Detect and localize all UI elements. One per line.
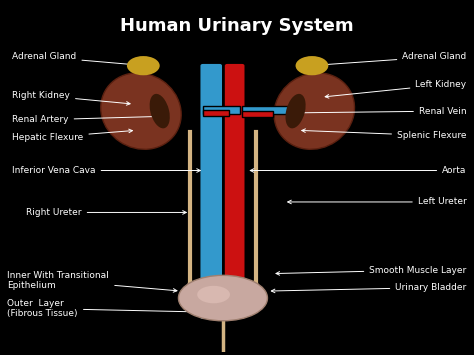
Ellipse shape [274,73,355,149]
FancyBboxPatch shape [201,64,222,319]
FancyBboxPatch shape [203,110,228,116]
Text: Adrenal Gland: Adrenal Gland [12,53,142,67]
FancyBboxPatch shape [225,64,245,319]
Text: Aorta: Aorta [250,166,466,175]
Text: Hepatic Flexure: Hepatic Flexure [12,129,132,142]
Text: Right Ureter: Right Ureter [26,208,186,217]
Text: Inferior Vena Cava: Inferior Vena Cava [12,166,201,175]
Text: Left Kidney: Left Kidney [325,80,466,98]
Ellipse shape [178,275,267,321]
Ellipse shape [101,73,181,149]
Text: Outer  Layer
(Fibrous Tissue): Outer Layer (Fibrous Tissue) [8,299,201,318]
FancyBboxPatch shape [203,106,240,114]
Text: Splenic Flexure: Splenic Flexure [302,129,466,140]
Ellipse shape [127,56,160,75]
Text: Smooth Muscle Layer: Smooth Muscle Layer [276,266,466,275]
Text: Renal Vein: Renal Vein [300,106,466,116]
FancyBboxPatch shape [242,106,289,114]
Text: Adrenal Gland: Adrenal Gland [313,53,466,67]
Ellipse shape [197,286,230,303]
Ellipse shape [150,94,170,129]
Text: Renal Artery: Renal Artery [12,115,158,124]
Ellipse shape [296,56,328,75]
Ellipse shape [285,94,306,129]
Text: Urinary Bladder: Urinary Bladder [271,283,466,293]
Text: Right Kidney: Right Kidney [12,91,130,105]
Text: Inner With Transitional
Epithelium: Inner With Transitional Epithelium [8,271,177,292]
FancyBboxPatch shape [242,111,273,118]
Text: Human Urinary System: Human Urinary System [120,17,354,35]
Text: Left Ureter: Left Ureter [288,197,466,207]
